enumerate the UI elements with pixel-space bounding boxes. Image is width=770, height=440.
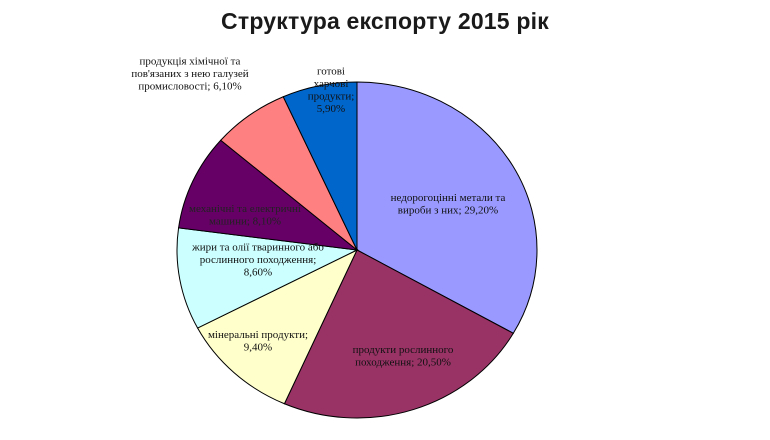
slice-label-5: продукція хімічної та пов'язаних з нею га… [131,56,248,93]
slice-label-line: механічні та електричні [189,203,301,215]
slice-label-line: продукти рослинного [353,344,454,356]
pie-labels: недорогоцінні метали та вироби з них; 29,… [131,56,505,369]
pie-slice-4 [178,139,359,251]
slice-label-line: походження; 20,50% [355,356,451,368]
pie-slice-0 [356,81,538,334]
slice-label-3: жири та олії тваринного або рослинного по… [191,242,324,279]
slice-label-line: продукція хімічної та [140,56,241,68]
slice-label-line: 9,40% [244,341,272,353]
slice-label-0: недорогоцінні метали та вироби з них; 29,… [391,192,506,217]
slice-label-line: жири та олії тваринного або [191,242,324,254]
slice-label-1: продукти рослинного походження; 20,50% [353,344,454,369]
slice-label-line: вироби з них; 29,20% [398,204,498,216]
slice-label-line: готові [317,65,345,77]
pie-slice-6 [282,81,358,251]
pie-slice-2 [196,248,359,405]
slice-label-6: готові харчові продукти; 5,90% [308,65,355,115]
slice-label-line: продукти; [308,90,355,102]
pie-slices [176,81,538,419]
pie-slice-3 [176,227,359,329]
slice-label-line: пов'язаних з нею галузей [131,68,248,80]
slice-label-line: харчові [314,78,349,90]
slice-label-line: 8,60% [244,267,272,279]
slice-label-line: 5,90% [317,103,345,115]
slice-label-line: рослинного походження; [200,254,317,266]
slice-label-2: мінеральні продукти; 9,40% [208,329,308,354]
slice-label-line: машини; 8,10% [209,215,281,227]
slice-label-line: мінеральні продукти; [208,329,308,341]
chart-title: Структура експорту 2015 рік [221,8,549,34]
slice-label-line: промисловості; 6,10% [138,81,241,93]
slice-label-4: механічні та електричні машини; 8,10% [189,203,301,228]
slice-label-line: недорогоцінні метали та [391,192,506,204]
pie-slice-1 [283,249,515,419]
